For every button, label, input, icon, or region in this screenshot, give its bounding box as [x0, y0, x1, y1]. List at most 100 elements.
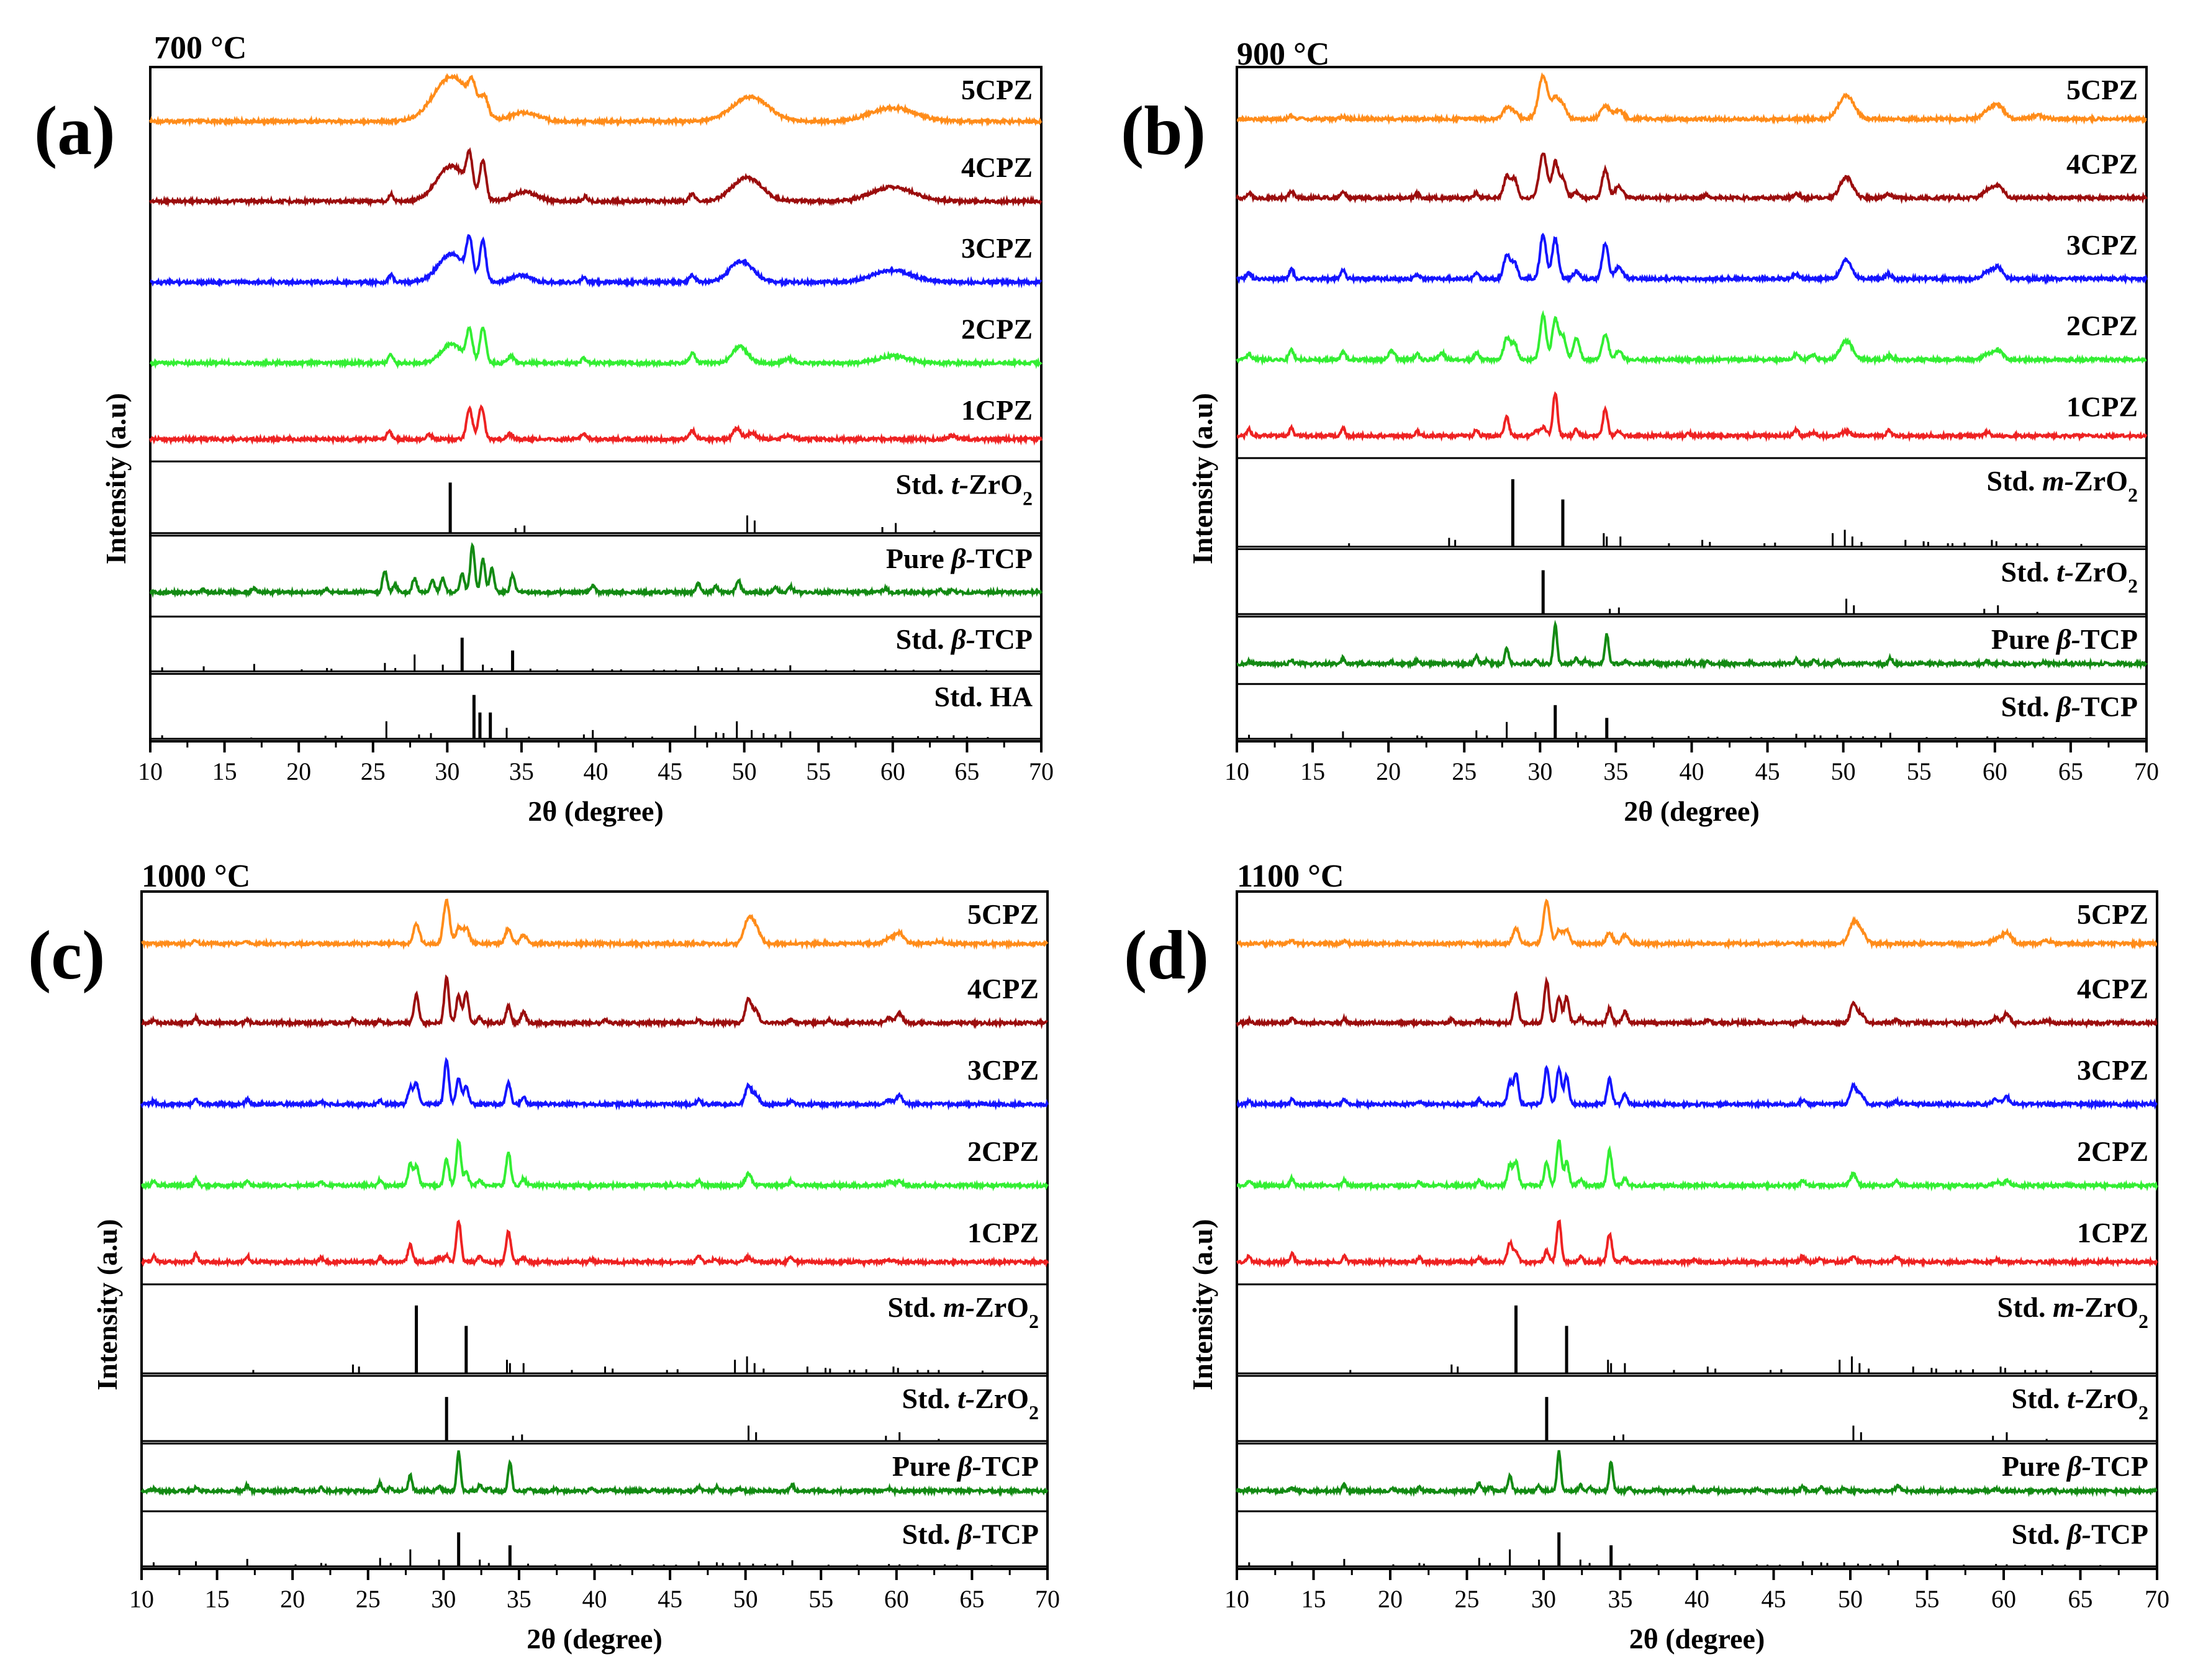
series-std-tcp: Std. β-TCP	[150, 615, 1041, 672]
pattern-line	[1236, 72, 2147, 125]
series-pure-tcp: Pure β-TCP	[1236, 615, 2148, 671]
x-tick-label: 35	[507, 1585, 532, 1613]
series-label: 1CPZ	[967, 1217, 1039, 1249]
x-tick-label: 50	[1838, 1585, 1863, 1613]
x-tick-label: 15	[1300, 757, 1325, 785]
x-tick-label: 25	[361, 757, 386, 785]
series-label: 2CPZ	[967, 1136, 1039, 1167]
x-tick-label: 45	[658, 757, 682, 785]
series-label: 4CPZ	[961, 151, 1033, 183]
temperature-label: 1100 °C	[1237, 859, 1344, 894]
x-tick-label: 30	[435, 757, 459, 785]
pattern-line	[1236, 310, 2147, 366]
pattern-line	[1236, 898, 2158, 951]
x-tick-label: 60	[1991, 1585, 2016, 1613]
pattern-line	[1236, 1450, 2158, 1497]
pattern-line	[1236, 391, 2148, 443]
series-std-tcp: Std. β-TCP	[1237, 1510, 2157, 1568]
x-tick-label: 60	[1983, 757, 2007, 785]
series-std-m-zro2: Std. m-ZrO2	[142, 1283, 1047, 1375]
series-label: 3CPZ	[967, 1054, 1039, 1086]
x-tick-label: 55	[1907, 757, 1932, 785]
x-tick-label: 20	[286, 757, 311, 785]
series-1cpz: 1CPZ	[141, 1217, 1049, 1269]
x-tick-label: 40	[1680, 757, 1704, 785]
pattern-line	[141, 974, 1049, 1029]
series-std-tcp: Std. β-TCP	[142, 1510, 1047, 1568]
series-label: 4CPZ	[2066, 148, 2138, 179]
series-label: Std. t-ZrO2	[2012, 1383, 2148, 1424]
series-label: Pure β-TCP	[1991, 623, 2138, 655]
x-tick-label: 50	[732, 757, 757, 785]
x-tick-label: 10	[129, 1585, 154, 1613]
series-label: 3CPZ	[2066, 229, 2138, 261]
series-label: Std. t-ZrO2	[902, 1383, 1039, 1424]
x-tick-label: 65	[2068, 1585, 2093, 1613]
pattern-line	[140, 1137, 1049, 1192]
x-tick-label: 20	[1378, 1585, 1403, 1613]
pattern-line	[1236, 975, 2158, 1029]
x-tick-label: 45	[658, 1585, 682, 1613]
series-label: Std. m-ZrO2	[1987, 465, 2138, 506]
x-axis-label: 2θ (degree)	[527, 1623, 663, 1655]
x-tick-label: 30	[431, 1585, 456, 1613]
pattern-line	[1236, 1219, 2158, 1269]
y-axis-label: Intensity (a.u)	[91, 1219, 123, 1390]
x-tick-label: 55	[1915, 1585, 1940, 1613]
x-tick-label: 25	[356, 1585, 381, 1613]
series-label: 5CPZ	[961, 74, 1033, 106]
x-tick-label: 15	[1301, 1585, 1326, 1613]
x-tick-label: 10	[1224, 757, 1249, 785]
x-tick-label: 40	[584, 757, 608, 785]
pattern-line	[149, 325, 1043, 369]
x-tick-label: 60	[880, 757, 905, 785]
x-axis-label: 2θ (degree)	[1629, 1623, 1765, 1655]
x-tick-label: 10	[138, 757, 163, 785]
series-4cpz: 4CPZ	[149, 147, 1043, 208]
series-label: Std. β-TCP	[896, 623, 1033, 655]
series-label: 1CPZ	[2077, 1217, 2148, 1249]
series-label: Std. β-TCP	[2012, 1518, 2148, 1550]
pattern-line	[150, 234, 1043, 289]
pattern-line	[1236, 1064, 2158, 1111]
series-label: Std. HA	[934, 680, 1033, 712]
panel-label: (c)	[28, 917, 105, 994]
series-5cpz: 5CPZ	[1236, 72, 2147, 125]
series-label: 4CPZ	[967, 973, 1039, 1005]
series-pure-tcp: Pure β-TCP	[140, 1442, 1049, 1497]
series-pure-tcp: Pure β-TCP	[149, 535, 1043, 599]
x-axis-label: 2θ (degree)	[528, 795, 664, 827]
series-std-m-zro2: Std. m-ZrO2	[1237, 457, 2147, 548]
x-tick-label: 70	[1029, 757, 1054, 785]
y-axis-label: Intensity (a.u)	[1187, 393, 1218, 564]
series-pure-tcp: Pure β-TCP	[1236, 1442, 2158, 1497]
series-3cpz: 3CPZ	[140, 1054, 1049, 1111]
x-tick-label: 50	[733, 1585, 758, 1613]
x-tick-label: 35	[509, 757, 534, 785]
series-5cpz: 5CPZ	[140, 898, 1049, 951]
series-4cpz: 4CPZ	[1236, 148, 2148, 204]
series-label: 5CPZ	[2066, 74, 2138, 106]
series-4cpz: 4CPZ	[1236, 973, 2158, 1029]
panel-2: 1000 °C (c) 5CPZ 4CPZ 3CPZ 2CPZ 1CPZ Std. m-ZrO…	[28, 859, 1060, 1655]
series-label: Std. β-TCP	[2001, 691, 2138, 723]
pattern-line	[149, 542, 1043, 599]
series-3cpz: 3CPZ	[150, 232, 1043, 289]
series-2cpz: 2CPZ	[1236, 310, 2147, 366]
x-tick-label: 65	[954, 757, 979, 785]
panel-label: (a)	[34, 93, 115, 169]
x-tick-label: 35	[1608, 1585, 1633, 1613]
x-tick-label: 25	[1452, 757, 1477, 785]
series-label: 2CPZ	[2066, 310, 2138, 341]
pattern-line	[1236, 1139, 2158, 1192]
x-tick-label: 45	[1762, 1585, 1786, 1613]
series-label: Std. m-ZrO2	[1997, 1291, 2148, 1332]
series-label: Std. m-ZrO2	[888, 1291, 1039, 1332]
x-tick-label: 70	[2134, 757, 2159, 785]
series-3cpz: 3CPZ	[1236, 229, 2148, 286]
series-label: 1CPZ	[961, 394, 1033, 426]
series-label: 1CPZ	[2066, 391, 2138, 422]
series-1cpz: 1CPZ	[149, 394, 1043, 446]
